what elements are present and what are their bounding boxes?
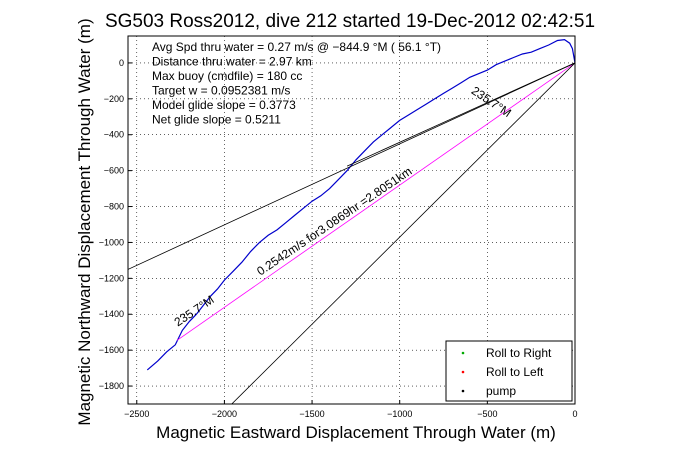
x-tick-label: −1500 — [299, 409, 324, 419]
y-tick-label: −400 — [104, 130, 124, 140]
y-tick-label: 0 — [119, 58, 124, 68]
axis-ticks: −2500 −2000 −1500 −1000 −500 0−1800−1600−1400… — [99, 58, 578, 419]
axes-frame — [127, 35, 576, 405]
legend-entries: Roll to Right Roll to Left pump — [461, 346, 552, 398]
x-tick-label: 0 — [572, 409, 577, 419]
y-tick-label: −600 — [104, 166, 124, 176]
legend-marker — [461, 370, 465, 374]
series-line-net-track — [176, 62, 575, 341]
chart-title: SG503 Ross2012, dive 212 started 19-Dec-… — [105, 11, 595, 32]
x-tick-label: −1000 — [387, 409, 412, 419]
x-tick-label: −2500 — [124, 409, 149, 419]
x-tick-label: −2000 — [212, 409, 237, 419]
legend-marker — [461, 389, 465, 393]
y-tick-label: −1800 — [99, 381, 124, 391]
info-line: Max buoy (cmdfile) = 180 cc — [152, 69, 302, 83]
legend-marker — [461, 351, 465, 355]
legend: Roll to Right Roll to Left pump — [445, 340, 573, 402]
legend-label: pump — [486, 384, 516, 398]
y-tick-label: −1600 — [99, 345, 124, 355]
x-tick-label: −500 — [477, 409, 497, 419]
legend-box — [445, 340, 573, 402]
series-line-heading-ray — [346, 62, 575, 167]
x-axis-label: Magnetic Eastward Displacement Through W… — [156, 423, 556, 442]
y-tick-label: −200 — [104, 94, 124, 104]
y-tick-label: −1200 — [99, 273, 124, 283]
y-tick-label: −1000 — [99, 237, 124, 247]
series-line-glide-cone-upper — [128, 62, 575, 270]
info-line: Distance thru water = 2.97 km — [152, 55, 312, 69]
legend-label: Roll to Right — [486, 346, 552, 360]
info-line: Model glide slope = 0.3773 — [152, 98, 296, 112]
series-line-glide-cone-lower — [231, 62, 575, 404]
info-line: Net glide slope = 0.5211 — [152, 113, 281, 127]
info-text-block: Avg Spd thru water = 0.27 m/s @ −844.9 °… — [152, 40, 441, 127]
y-axis-label: Magnetic Northward Displacement Through … — [75, 18, 94, 425]
legend-label: Roll to Left — [486, 365, 544, 379]
y-tick-label: −1400 — [99, 309, 124, 319]
series-line-track — [146, 38, 575, 371]
y-tick-label: −800 — [104, 202, 124, 212]
data-series — [128, 38, 575, 404]
info-line: Avg Spd thru water = 0.27 m/s @ −844.9 °… — [152, 40, 441, 54]
info-line: Target w = 0.0952381 m/s — [152, 84, 290, 98]
